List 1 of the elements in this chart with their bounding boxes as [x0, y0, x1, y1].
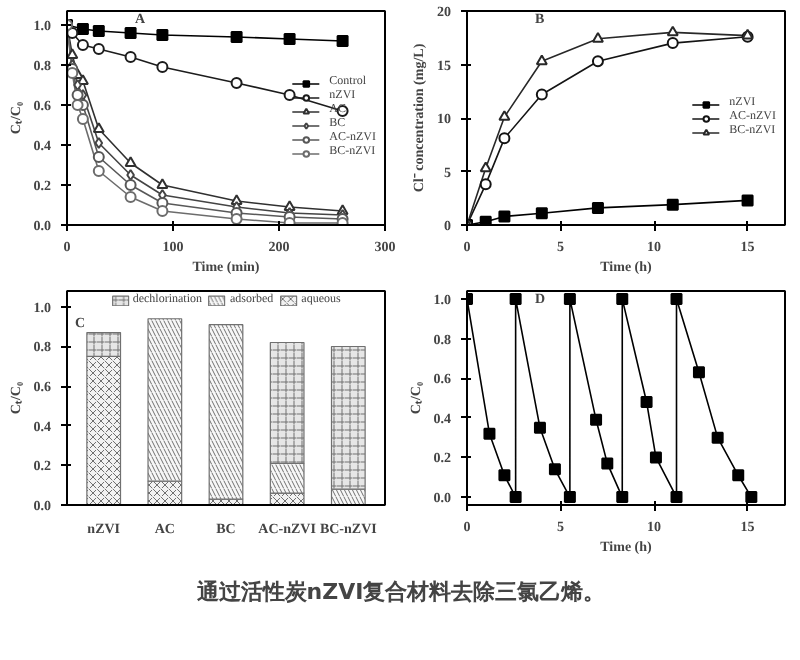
text: 通过活性炭nZVI复合材料去除三氯乙烯。 — [194, 578, 606, 605]
